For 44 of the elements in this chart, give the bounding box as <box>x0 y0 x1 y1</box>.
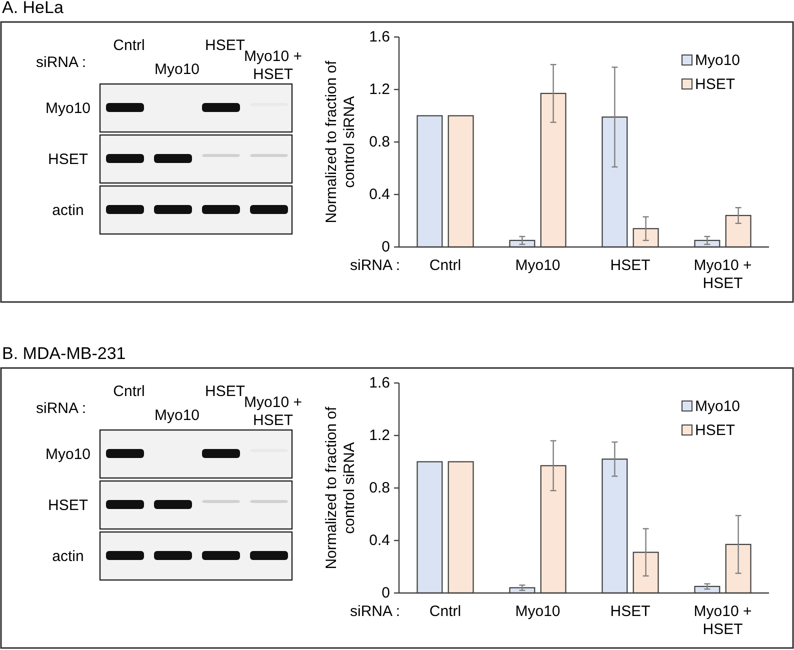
text: Myo10 + HSET <box>244 48 302 82</box>
legend-label: Myo10 <box>695 398 740 414</box>
x-tick-label: Cntrl <box>429 602 462 620</box>
y-axis-title: Normalized to fraction of control siRNA <box>322 406 358 570</box>
y-tick-label: 0 <box>382 238 390 256</box>
text: actin <box>52 202 84 218</box>
y-tick-label: 0.4 <box>369 186 390 203</box>
x-tick-label: Cntrl <box>429 256 462 274</box>
text: siRNA : <box>36 400 86 416</box>
y-tick-label: 0.4 <box>369 532 390 549</box>
text: Myo10 + HSET <box>244 394 302 428</box>
x-tick-label: Myo10 + HSET <box>694 256 752 292</box>
y-tick-label: 0 <box>382 584 390 602</box>
text: actin <box>52 548 84 564</box>
legend-label: HSET <box>695 422 736 438</box>
y-tick-label: 1.6 <box>369 374 390 392</box>
text: Cntrl <box>113 36 145 54</box>
text: Myo10 <box>154 60 200 78</box>
y-axis-title: Normalized to fraction of control siRNA <box>322 60 358 224</box>
y-tick-label: 0.8 <box>369 134 390 150</box>
text: HSET <box>48 150 88 168</box>
text: Myo10 <box>45 100 91 116</box>
text: siRNA : <box>36 54 86 70</box>
x-tick-label: Myo10 <box>515 256 560 274</box>
y-tick-label: 1.2 <box>369 427 390 444</box>
text: Cntrl <box>113 382 145 400</box>
y-tick-label: 1.6 <box>369 28 390 46</box>
y-tick-label: 1.2 <box>369 81 390 98</box>
text: HSET <box>204 382 246 400</box>
text: Myo10 <box>45 446 91 462</box>
text: A. HeLa <box>2 0 64 16</box>
legend-label: HSET <box>695 76 736 92</box>
text: HSET <box>204 36 246 54</box>
legend-label: Myo10 <box>695 52 740 68</box>
text: Myo10 <box>154 406 200 424</box>
x-axis-title: siRNA : <box>350 602 400 620</box>
text: B. MDA-MB-231 <box>2 344 126 362</box>
x-axis-title: siRNA : <box>350 256 400 274</box>
x-tick-label: Myo10 + HSET <box>694 602 752 638</box>
x-tick-label: Myo10 <box>515 602 560 620</box>
x-tick-label: HSET <box>610 256 650 274</box>
text: HSET <box>48 496 88 514</box>
y-tick-label: 0.8 <box>369 480 390 496</box>
x-tick-label: HSET <box>610 602 650 620</box>
